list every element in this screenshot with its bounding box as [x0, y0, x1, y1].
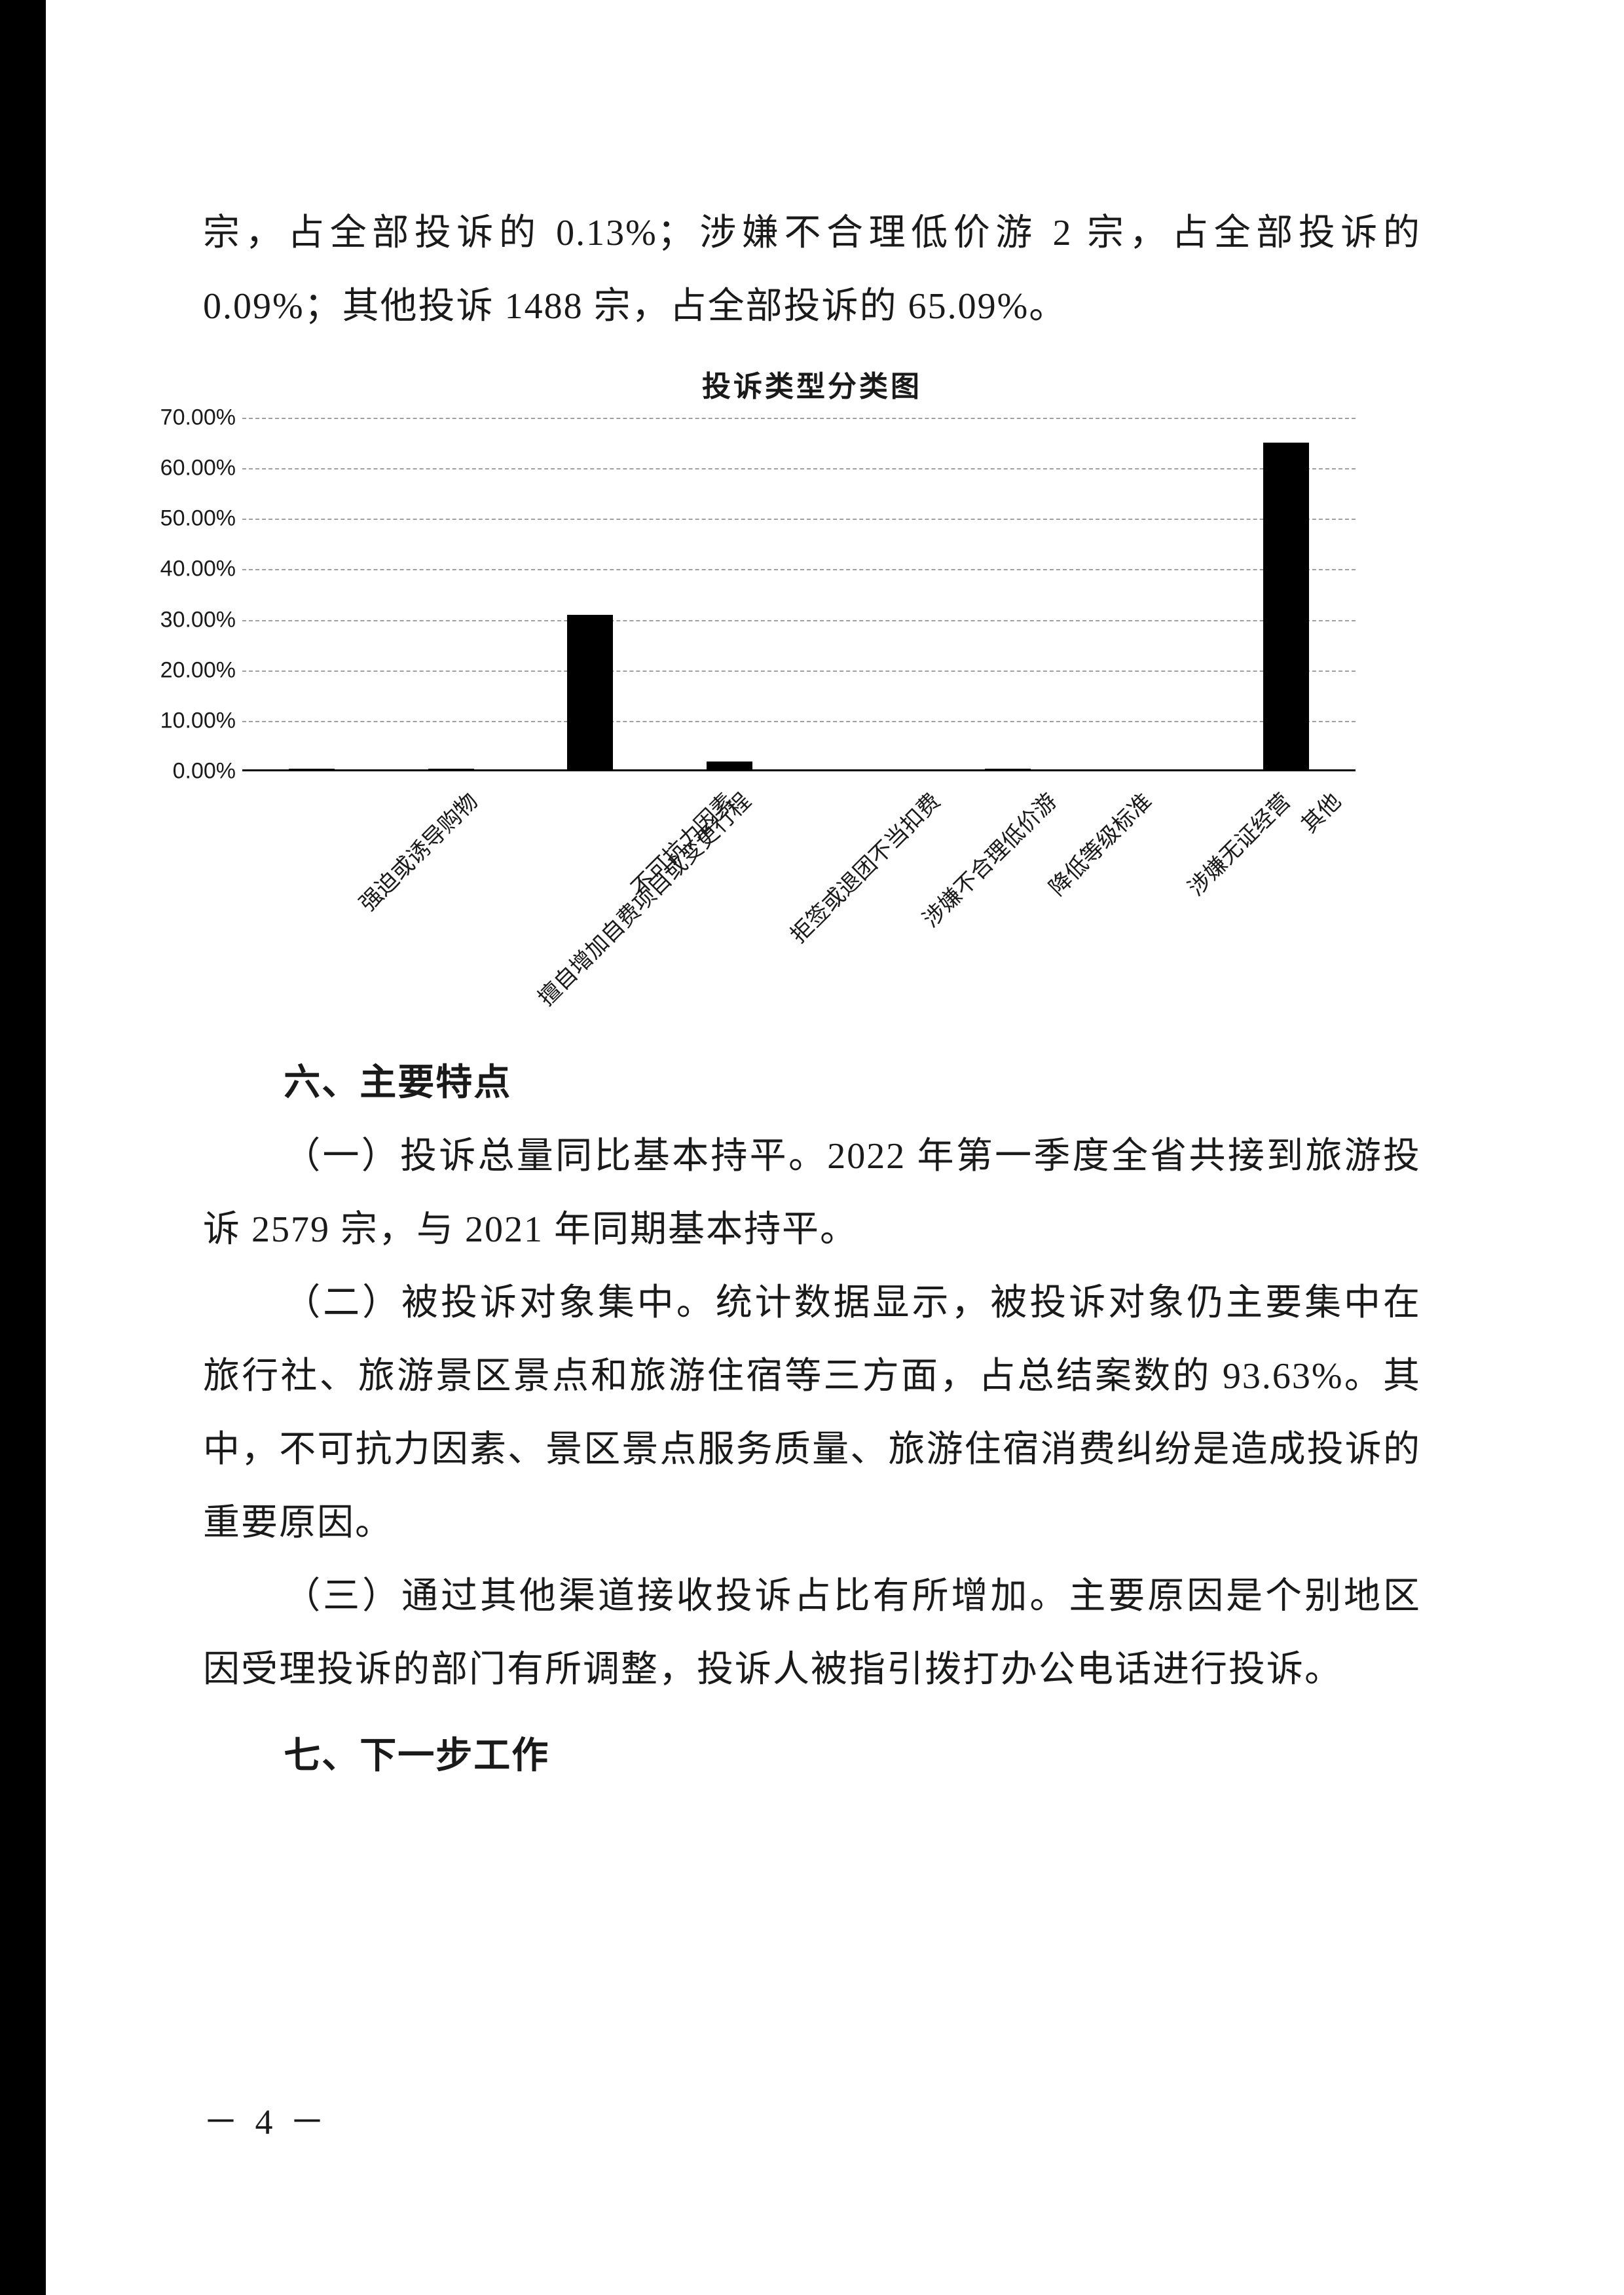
chart-y-tick: 0.00%	[173, 759, 236, 784]
chart-x-label: 涉嫌无证经营	[1179, 784, 1297, 902]
paragraph-6-1: （一）投诉总量同比基本持平。2022 年第一季度全省共接到旅游投诉 2579 宗…	[203, 1120, 1421, 1266]
chart-grid-line	[242, 721, 1356, 722]
chart-grid-line	[242, 569, 1356, 570]
chart-x-label: 拒签或退团不当扣费	[781, 784, 946, 949]
page-content: 宗，占全部投诉的 0.13%；涉嫌不合理低价游 2 宗，占全部投诉的 0.09%…	[203, 196, 1421, 1793]
chart-grid-line	[242, 620, 1356, 621]
chart-x-label: 强迫或诱导购物	[351, 784, 484, 917]
chart-y-axis: 0.00%10.00%20.00%30.00%40.00%50.00%60.00…	[124, 418, 242, 771]
chart-y-tick: 30.00%	[160, 607, 236, 633]
chart-bar	[1263, 443, 1309, 771]
page-number: － 4 －	[203, 2093, 329, 2144]
complaint-type-chart: 投诉类型分类图 0.00%10.00%20.00%30.00%40.00%50.…	[203, 363, 1421, 1020]
heading-six: 六、主要特点	[203, 1046, 1421, 1120]
paragraph-6-3: （三）通过其他渠道接收投诉占比有所增加。主要原因是个别地区因受理投诉的部门有所调…	[203, 1560, 1421, 1706]
paragraph-6-2: （二）被投诉对象集中。统计数据显示，被投诉对象仍主要集中在旅行社、旅游景区景点和…	[203, 1266, 1421, 1560]
chart-y-tick: 40.00%	[160, 557, 236, 582]
chart-x-labels: 强迫或诱导购物擅自增加自费项目或变更行程不可抗力因素拒签或退团不当扣费涉嫌不合理…	[242, 771, 1356, 1020]
chart-plot-area: 0.00%10.00%20.00%30.00%40.00%50.00%60.00…	[242, 418, 1356, 771]
chart-grid-line	[242, 468, 1356, 469]
chart-y-tick: 50.00%	[160, 506, 236, 532]
chart-y-tick: 20.00%	[160, 657, 236, 683]
chart-y-tick: 60.00%	[160, 456, 236, 481]
chart-y-tick: 70.00%	[160, 405, 236, 431]
chart-title: 投诉类型分类图	[203, 363, 1421, 405]
chart-grid-line	[242, 418, 1356, 419]
chart-bar	[707, 762, 752, 771]
chart-bar	[567, 615, 613, 771]
chart-y-tick: 10.00%	[160, 708, 236, 733]
heading-seven: 七、下一步工作	[203, 1719, 1421, 1793]
scan-spine-bar	[0, 0, 46, 2295]
chart-x-label: 不可抗力因素	[623, 784, 740, 902]
chart-x-label: 其他	[1293, 784, 1347, 839]
paragraph-continuation: 宗，占全部投诉的 0.13%；涉嫌不合理低价游 2 宗，占全部投诉的 0.09%…	[203, 196, 1421, 343]
chart-grid-line	[242, 670, 1356, 672]
chart-grid-line	[242, 519, 1356, 520]
